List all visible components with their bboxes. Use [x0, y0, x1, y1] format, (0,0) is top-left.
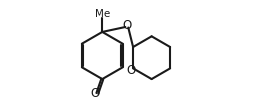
Text: Me: Me [94, 9, 109, 19]
Text: O: O [90, 87, 99, 100]
Text: O: O [122, 19, 131, 32]
Text: O: O [125, 64, 135, 77]
